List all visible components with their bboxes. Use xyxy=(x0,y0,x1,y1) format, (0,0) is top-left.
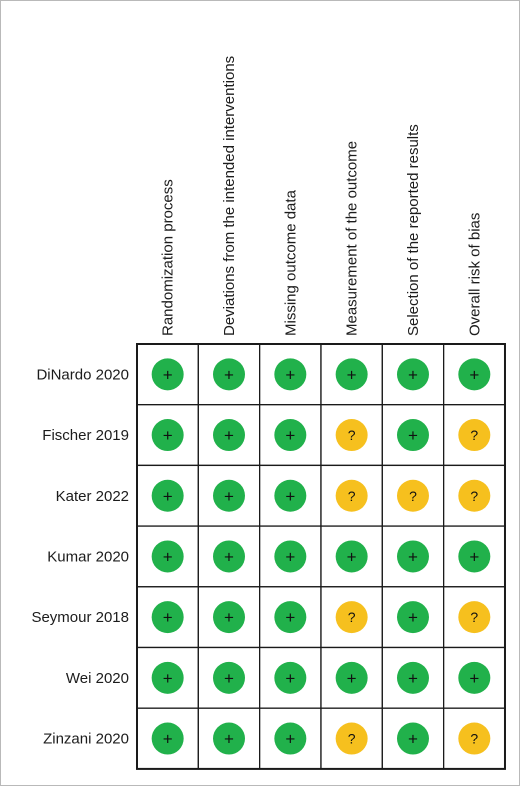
question-icon: ? xyxy=(470,427,478,443)
plus-icon: + xyxy=(163,669,173,688)
low-risk-indicator xyxy=(335,661,368,694)
plus-icon: + xyxy=(224,608,234,627)
low-risk-indicator xyxy=(212,722,245,755)
low-risk-indicator xyxy=(396,601,429,634)
low-risk-indicator xyxy=(212,419,245,452)
question-icon: ? xyxy=(470,609,478,625)
some-concerns-indicator xyxy=(335,479,368,512)
some-concerns-indicator xyxy=(458,722,491,755)
column-label: Overall risk of bias xyxy=(466,213,483,336)
study-label: Seymour 2018 xyxy=(31,609,129,626)
question-icon: ? xyxy=(470,488,478,504)
plus-icon: + xyxy=(469,547,479,566)
plus-icon: + xyxy=(285,487,295,506)
low-risk-indicator xyxy=(151,540,184,573)
low-risk-indicator xyxy=(212,358,245,391)
low-risk-indicator xyxy=(274,661,307,694)
plus-icon: + xyxy=(408,426,418,445)
study-label: DiNardo 2020 xyxy=(36,366,129,383)
question-icon: ? xyxy=(348,427,356,443)
low-risk-indicator xyxy=(274,358,307,391)
low-risk-indicator xyxy=(151,661,184,694)
study-label: Fischer 2019 xyxy=(42,427,129,444)
plus-icon: + xyxy=(163,487,173,506)
some-concerns-indicator xyxy=(335,601,368,634)
study-label: Kater 2022 xyxy=(56,488,129,505)
low-risk-indicator xyxy=(396,661,429,694)
low-risk-indicator xyxy=(335,540,368,573)
question-icon: ? xyxy=(348,609,356,625)
low-risk-indicator xyxy=(458,358,491,391)
question-icon: ? xyxy=(348,731,356,747)
low-risk-indicator xyxy=(212,540,245,573)
low-risk-indicator xyxy=(274,540,307,573)
study-label: Kumar 2020 xyxy=(47,548,129,565)
plus-icon: + xyxy=(408,608,418,627)
low-risk-indicator xyxy=(274,601,307,634)
plus-icon: + xyxy=(163,365,173,384)
plus-icon: + xyxy=(163,547,173,566)
plus-icon: + xyxy=(408,547,418,566)
plus-icon: + xyxy=(408,669,418,688)
study-label: Zinzani 2020 xyxy=(43,731,129,748)
plus-icon: + xyxy=(224,365,234,384)
plus-icon: + xyxy=(163,608,173,627)
column-label: Measurement of the outcome xyxy=(344,141,361,336)
low-risk-indicator xyxy=(151,479,184,512)
plus-icon: + xyxy=(285,669,295,688)
some-concerns-indicator xyxy=(458,601,491,634)
plus-icon: + xyxy=(224,426,234,445)
study-label: Wei 2020 xyxy=(66,670,129,687)
low-risk-indicator xyxy=(212,601,245,634)
low-risk-indicator xyxy=(274,722,307,755)
plus-icon: + xyxy=(285,608,295,627)
plus-icon: + xyxy=(163,730,173,749)
question-icon: ? xyxy=(409,488,417,504)
plus-icon: + xyxy=(285,730,295,749)
low-risk-indicator xyxy=(212,479,245,512)
question-icon: ? xyxy=(348,488,356,504)
low-risk-indicator xyxy=(396,419,429,452)
plus-icon: + xyxy=(347,547,357,566)
low-risk-indicator xyxy=(396,722,429,755)
question-icon: ? xyxy=(470,731,478,747)
low-risk-indicator xyxy=(151,722,184,755)
plus-icon: + xyxy=(347,365,357,384)
plus-icon: + xyxy=(408,365,418,384)
some-concerns-indicator xyxy=(335,722,368,755)
plus-icon: + xyxy=(163,426,173,445)
some-concerns-indicator xyxy=(458,479,491,512)
plus-icon: + xyxy=(224,547,234,566)
some-concerns-indicator xyxy=(396,479,429,512)
plus-icon: + xyxy=(408,730,418,749)
plus-icon: + xyxy=(224,730,234,749)
low-risk-indicator xyxy=(274,479,307,512)
grid-border xyxy=(136,343,506,770)
low-risk-indicator xyxy=(396,358,429,391)
plus-icon: + xyxy=(285,426,295,445)
plus-icon: + xyxy=(347,669,357,688)
plus-icon: + xyxy=(285,365,295,384)
low-risk-indicator xyxy=(458,661,491,694)
low-risk-indicator xyxy=(335,358,368,391)
column-label: Randomization process xyxy=(160,179,177,336)
low-risk-indicator xyxy=(274,419,307,452)
column-label: Deviations from the intended interventio… xyxy=(221,56,238,336)
low-risk-indicator xyxy=(151,358,184,391)
plus-icon: + xyxy=(469,365,479,384)
column-label: Missing outcome data xyxy=(282,189,299,336)
plus-icon: + xyxy=(224,487,234,506)
low-risk-indicator xyxy=(212,661,245,694)
low-risk-indicator xyxy=(151,601,184,634)
low-risk-indicator xyxy=(396,540,429,573)
plus-icon: + xyxy=(285,547,295,566)
plus-icon: + xyxy=(224,669,234,688)
plus-icon: + xyxy=(469,669,479,688)
column-label: Selection of the reported results xyxy=(405,124,422,336)
some-concerns-indicator xyxy=(458,419,491,452)
low-risk-indicator xyxy=(151,419,184,452)
low-risk-indicator xyxy=(458,540,491,573)
some-concerns-indicator xyxy=(335,419,368,452)
